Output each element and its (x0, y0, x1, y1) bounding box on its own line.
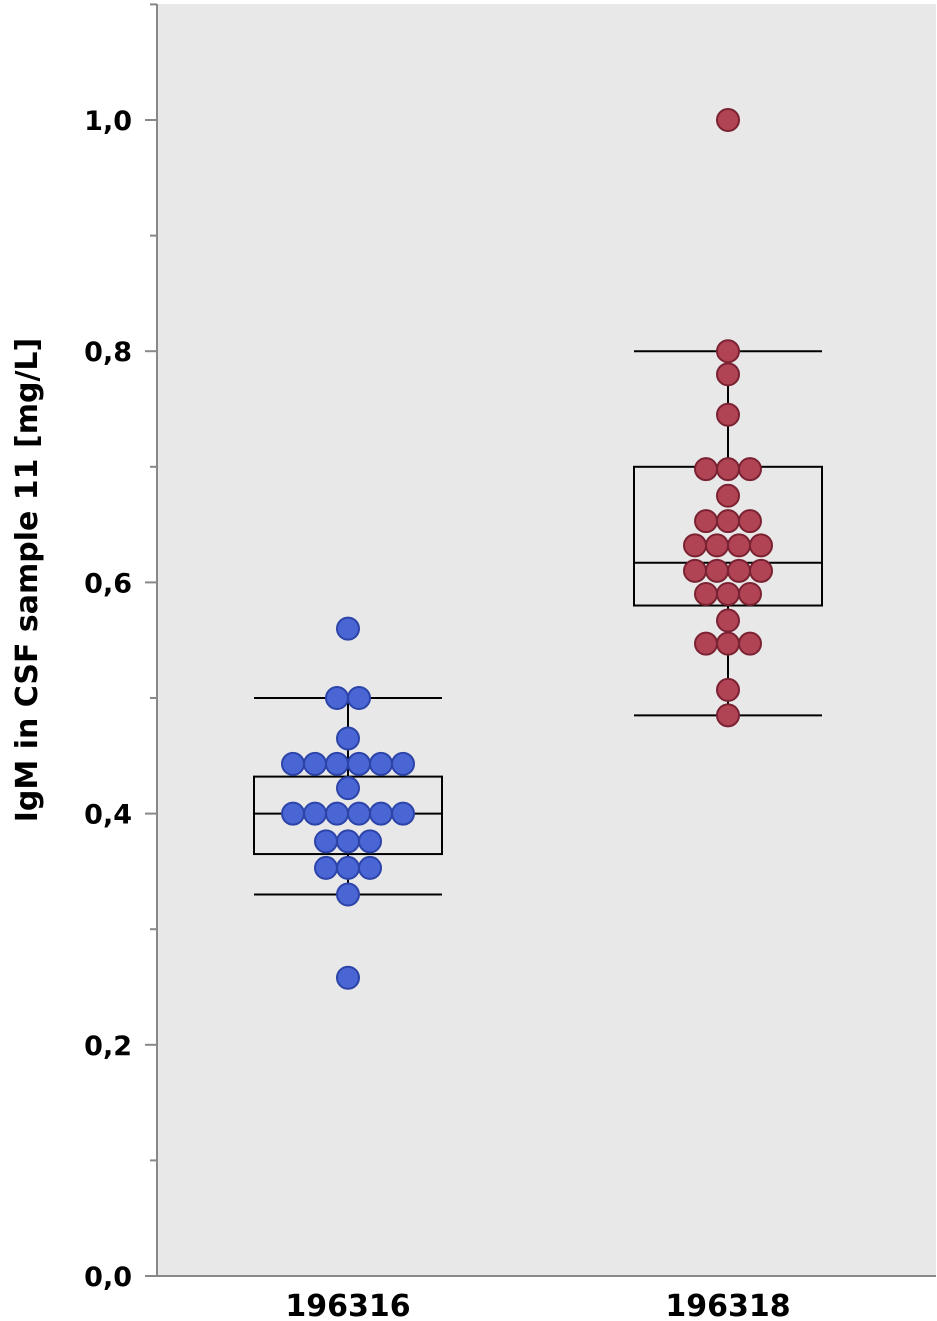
data-point (336, 855, 360, 880)
data-point (694, 581, 718, 606)
data-point (369, 751, 393, 776)
data-point (716, 677, 740, 702)
data-point (314, 829, 338, 854)
data-point (738, 509, 762, 534)
data-point (716, 402, 740, 427)
data-point (705, 533, 729, 558)
data-point (716, 483, 740, 508)
data-point (716, 362, 740, 387)
data-point (716, 339, 740, 364)
data-point (727, 533, 751, 558)
data-point (303, 801, 327, 826)
y-tick-label: 0,6 (84, 568, 132, 599)
data-point (749, 533, 773, 558)
y-axis-ticks: 0,0 0,2 0,4 0,6 0,8 1,0 (84, 3, 157, 1293)
data-point (336, 616, 360, 641)
y-tick-label: 0,4 (84, 800, 132, 831)
data-point (738, 457, 762, 482)
data-point (694, 457, 718, 482)
y-tick-label: 0,2 (84, 1031, 132, 1062)
data-point (694, 631, 718, 656)
data-point (683, 558, 707, 583)
data-point (716, 108, 740, 132)
x-axis-categories: 196316 196318 (285, 1289, 790, 1321)
data-point (738, 581, 762, 606)
data-point (347, 751, 371, 776)
data-point (716, 703, 740, 728)
data-point (716, 581, 740, 606)
data-point (358, 855, 382, 880)
x-category-label: 196316 (285, 1289, 410, 1321)
data-point (325, 686, 349, 710)
data-point (336, 829, 360, 854)
data-point (727, 558, 751, 583)
data-point (325, 751, 349, 776)
y-axis-title: IgM in CSF sample 11 [mg/L] (10, 338, 45, 822)
data-point (347, 801, 371, 826)
data-point (391, 801, 415, 826)
data-point (358, 829, 382, 854)
y-tick-label: 0,8 (84, 337, 132, 368)
y-tick-label: 1,0 (84, 106, 132, 137)
data-point (705, 558, 729, 583)
data-point (336, 882, 360, 907)
data-point (694, 509, 718, 534)
data-point (716, 509, 740, 534)
x-category-label: 196318 (665, 1289, 790, 1321)
data-point (281, 751, 305, 776)
data-point (336, 965, 360, 990)
data-point (325, 801, 349, 826)
data-point (281, 801, 305, 826)
data-point (716, 631, 740, 656)
data-point (336, 776, 360, 801)
data-point (683, 533, 707, 558)
data-point (303, 751, 327, 776)
data-point (314, 855, 338, 880)
data-point (716, 608, 740, 633)
data-point (369, 801, 393, 826)
data-point (716, 457, 740, 482)
points-layer (281, 108, 773, 990)
data-point (391, 751, 415, 776)
data-point (347, 686, 371, 710)
plot-area (157, 4, 936, 1276)
data-point (336, 726, 360, 751)
data-point (738, 631, 762, 656)
data-point (749, 558, 773, 583)
y-tick-label: 0,0 (84, 1262, 132, 1293)
